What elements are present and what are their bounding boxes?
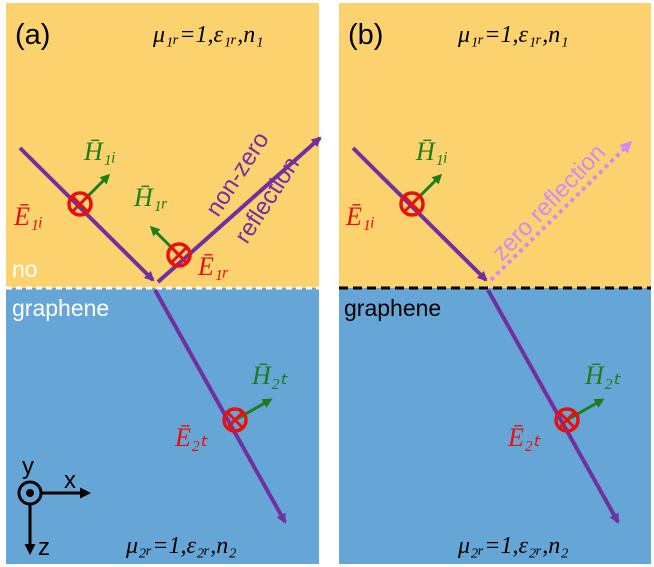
bottom-medium-region <box>339 288 651 564</box>
bottom-medium-region <box>6 288 319 564</box>
e-transmitted-label: Ē₂ₜ <box>507 423 542 452</box>
e-incident-into-page-icon <box>67 191 93 217</box>
panel-b: (b) μ₁ᵣ=1,ε₁ᵣ,n₁ graphene zero reflectio… <box>339 3 651 564</box>
axis-z-label: z <box>38 534 50 561</box>
e-transmitted-label: Ē₂ₜ <box>174 423 209 452</box>
h-reflected-label: H̄₁ᵣ <box>133 183 168 212</box>
h-incident-label: H̄₁ᵢ <box>415 137 448 166</box>
bottom-medium-label: μ₂ᵣ=1,ε₂ᵣ,n₂ <box>125 533 237 559</box>
h-transmitted-label: H̄₂ₜ <box>584 361 622 390</box>
h-transmitted-label: H̄₂ₜ <box>251 361 289 390</box>
bottom-medium-label: μ₂ᵣ=1,ε₂ᵣ,n₂ <box>457 533 569 559</box>
transmitted-ray <box>486 289 620 524</box>
transmitted-ray <box>153 289 287 524</box>
interface-label-graphene: graphene <box>344 295 441 321</box>
e-reflected-label: Ē₁ᵣ <box>197 252 229 281</box>
reflected-ray <box>156 136 322 284</box>
e-reflected-into-page-icon <box>166 242 192 268</box>
zero-reflection-ray <box>489 140 633 282</box>
axis-y-label: y <box>22 453 34 480</box>
panel-a: (a) μ₁ᵣ=1,ε₁ᵣ,n₁ no graphene non-zero re… <box>6 3 322 564</box>
axis-x-label: x <box>64 467 76 494</box>
interface-label-no: no <box>12 256 38 282</box>
coordinate-axes-icon <box>17 480 91 555</box>
h-transmitted-arrow <box>234 398 273 422</box>
top-medium-label: μ₁ᵣ=1,ε₁ᵣ,n₁ <box>457 22 569 48</box>
h-incident-label: H̄₁ᵢ <box>83 137 116 166</box>
e-incident-into-page-icon <box>399 191 425 217</box>
top-medium-region <box>339 3 651 288</box>
h-transmitted-arrow <box>566 398 605 422</box>
e-transmitted-into-page-icon <box>554 407 580 433</box>
e-transmitted-into-page-icon <box>222 407 248 433</box>
panel-label: (a) <box>15 19 50 51</box>
top-medium-label: μ₁ᵣ=1,ε₁ᵣ,n₁ <box>152 22 264 48</box>
panel-label: (b) <box>348 19 383 51</box>
interface-label-graphene: graphene <box>12 295 109 321</box>
e-incident-label: Ē₁ᵢ <box>345 202 375 231</box>
e-incident-label: Ē₁ᵢ <box>13 202 43 231</box>
